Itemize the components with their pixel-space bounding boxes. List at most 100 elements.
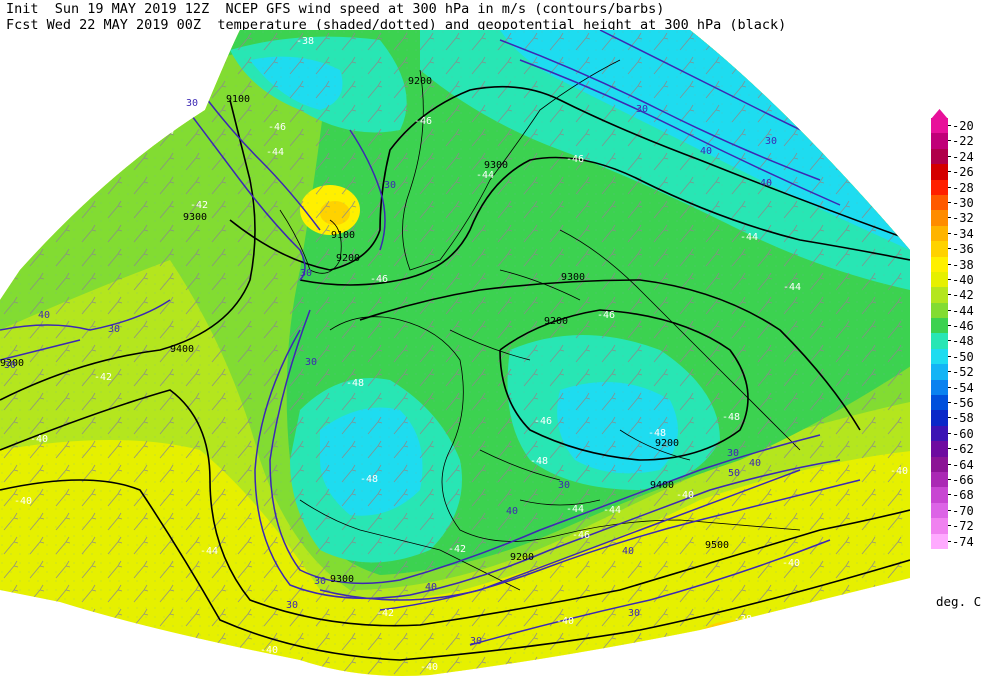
legend-swatch (931, 241, 948, 257)
chart-title-line-2: Fcst Wed 22 MAY 2019 00Z temperature (sh… (6, 17, 787, 33)
legend-entry: -58 (931, 410, 1000, 426)
legend-swatch (931, 395, 948, 411)
legend-label: -56 (952, 396, 974, 411)
legend-entry: -62 (931, 441, 1000, 457)
legend-entry: -48 (931, 333, 1000, 349)
temp-label: -48 (648, 428, 666, 439)
wind-label: 40 (700, 146, 712, 157)
legend-label: -26 (952, 165, 974, 180)
legend-swatch (931, 179, 948, 195)
legend-label: -68 (952, 488, 974, 503)
legend-entry: -66 (931, 471, 1000, 488)
temp-label: -48 (722, 412, 740, 423)
legend-swatch (931, 333, 948, 349)
legend-tick (948, 125, 951, 126)
legend-tick (948, 232, 951, 234)
temp-label: -40 (30, 434, 48, 445)
legend-swatch (931, 425, 948, 442)
temp-label: -42 (448, 544, 466, 555)
wind-label: 40 (622, 546, 634, 557)
height-label: 9500 (705, 540, 729, 551)
height-contours (0, 85, 910, 661)
legend-label: -42 (952, 288, 974, 303)
legend-entry: -44 (931, 302, 1000, 319)
temp-label: -46 (414, 116, 432, 127)
legend-tick (948, 509, 951, 511)
legend-unit: deg. C (936, 594, 982, 609)
legend-swatch (931, 164, 948, 180)
temp-label: -46 (370, 274, 388, 285)
legend-label: -32 (952, 211, 974, 226)
wind-label: 40 (38, 310, 50, 321)
wind-label: 30 (470, 636, 482, 647)
legend-label: -66 (952, 472, 974, 487)
legend-label: -50 (952, 349, 974, 364)
height-label: 9300 (484, 160, 508, 171)
legend-swatch (931, 379, 948, 396)
height-label: 9300 (183, 212, 207, 223)
temp-label: -46 (572, 530, 590, 541)
temp-label: -46 (268, 122, 286, 133)
legend-entry: -20 (931, 118, 1000, 134)
height-label: 9200 (408, 76, 432, 87)
legend-swatch (931, 348, 948, 365)
height-label: 9200 (336, 253, 360, 264)
temp-label: -44 (740, 232, 758, 243)
legend-label: -20 (952, 119, 974, 133)
legend-entry: -68 (931, 487, 1000, 503)
legend-entry: -50 (931, 348, 1000, 365)
temp-label: -40 (14, 496, 32, 507)
legend-entry: -60 (931, 425, 1000, 442)
legend-entry: -42 (931, 287, 1000, 303)
coastlines (279, 59, 801, 591)
wind-labels: 30 30 30 30 30 40 30 30 30 40 40 30 40 3… (4, 98, 777, 647)
legend-label: -64 (952, 457, 974, 472)
legend-swatch (931, 210, 948, 226)
temp-label: -38 (734, 614, 752, 625)
legend-swatch (931, 318, 948, 334)
legend-swatch (931, 194, 948, 211)
height-label: 9300 (0, 358, 24, 369)
legend-entry: -40 (931, 271, 1000, 288)
temp-label: -48 (530, 456, 548, 467)
height-label: 9300 (330, 574, 354, 585)
legend-entry: -54 (931, 379, 1000, 396)
legend-label: -30 (952, 195, 974, 210)
legend-label: -40 (952, 272, 974, 287)
legend-swatch (931, 225, 948, 242)
temp-label: -40 (260, 645, 278, 656)
legend-arrow-icon (931, 109, 948, 119)
wind-label: 30 (4, 360, 16, 371)
legend-label: -46 (952, 319, 974, 334)
legend-swatch (931, 502, 948, 519)
legend-entry: -32 (931, 210, 1000, 226)
legend-entry: -52 (931, 364, 1000, 380)
wind-label: 30 (727, 448, 739, 459)
legend-swatch (931, 441, 948, 457)
wind-label: 40 (506, 506, 518, 517)
wind-contours (0, 30, 910, 646)
legend-label: -62 (952, 442, 974, 457)
legend-tick (948, 155, 951, 157)
legend-swatch (931, 471, 948, 488)
legend-label: -36 (952, 242, 974, 257)
legend-tick (948, 540, 951, 542)
legend-tick (948, 417, 951, 419)
legend-swatch (931, 287, 948, 303)
legend-tick (948, 263, 951, 265)
weather-map: 9100 9200 9300 9300 9300 9200 9200 9400 … (0, 30, 910, 676)
temp-label: -40 (782, 558, 800, 569)
legend-swatch (931, 487, 948, 503)
legend-tick (948, 294, 951, 296)
legend-label: -48 (952, 334, 974, 349)
wind-label: 30 (628, 608, 640, 619)
legend-tick (948, 463, 951, 465)
temp-label: -48 (360, 474, 378, 485)
temp-label: -46 (566, 154, 584, 165)
legend-label: -70 (952, 503, 974, 518)
color-legend: -20 -22 -24 -26 -28 -30 -32 -34 -36 -38 -40 -42 -44-… (931, 109, 1000, 549)
legend-tick (948, 525, 951, 527)
legend-swatch (931, 518, 948, 534)
legend-label: -72 (952, 519, 974, 534)
legend-swatch (931, 256, 948, 272)
